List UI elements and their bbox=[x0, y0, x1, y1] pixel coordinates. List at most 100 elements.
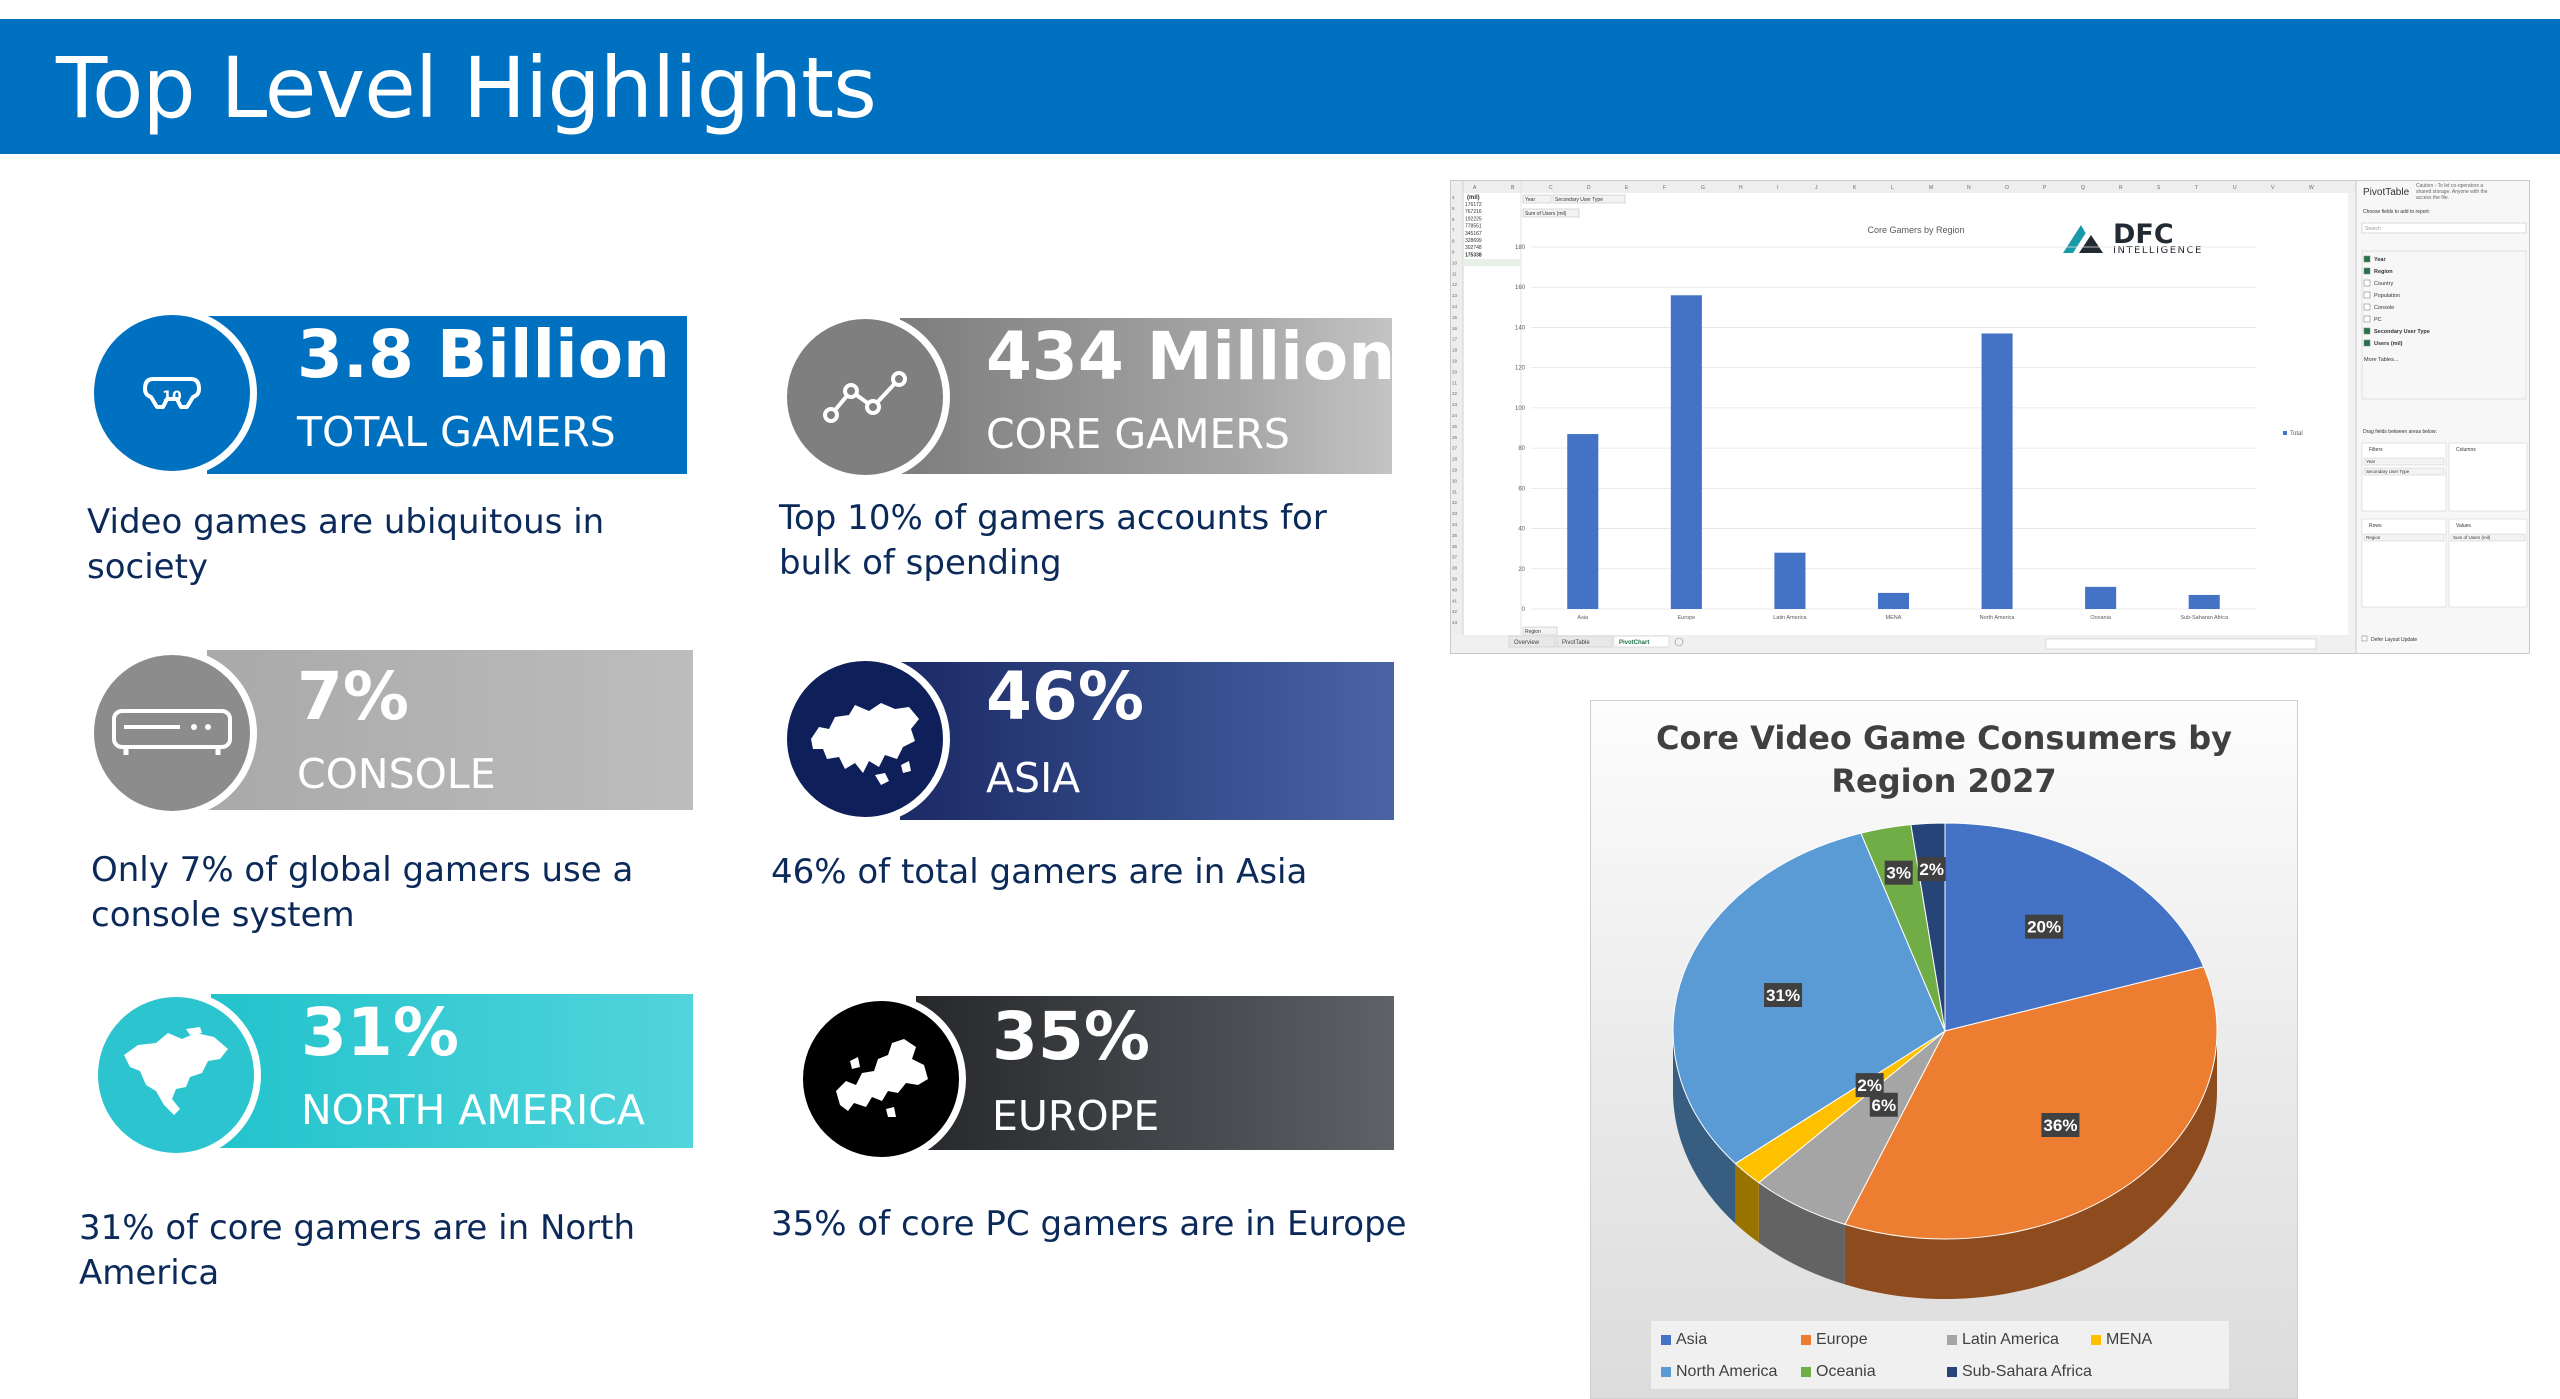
excel-row-number: 10 bbox=[1452, 260, 1458, 265]
svg-text:Filters: Filters bbox=[2369, 447, 2383, 453]
pivot-field-list: Year Region Country Population Console PC Seco… bbox=[2361, 250, 2527, 400]
pivot-field-checkbox[interactable] bbox=[2363, 315, 2371, 323]
excel-sheet-tab[interactable] bbox=[1613, 635, 1670, 648]
excel-cell[interactable]: 328699 bbox=[1465, 238, 1482, 244]
excel-sheet-tab[interactable] bbox=[1508, 635, 1556, 648]
excel-row-number: 15 bbox=[1452, 315, 1458, 320]
excel-row-number: 4 bbox=[1452, 195, 1455, 200]
svg-text:PivotTable: PivotTable bbox=[1562, 640, 1590, 646]
pivot-field-checkbox[interactable] bbox=[2363, 339, 2371, 347]
excel-row-number: 19 bbox=[1452, 359, 1458, 364]
excel-row-number: 29 bbox=[1452, 468, 1458, 473]
excel-column-letter: A bbox=[1473, 185, 1477, 191]
pivot-values-area[interactable] bbox=[2448, 518, 2528, 608]
excel-sum-button[interactable] bbox=[1522, 208, 1580, 218]
pivot-columns-area[interactable] bbox=[2448, 442, 2528, 512]
excel-sheet-tabs: Overview PivotTable PivotChart bbox=[1508, 635, 1684, 648]
svg-text:Overview: Overview bbox=[1514, 640, 1540, 646]
stat-label: ASIA bbox=[986, 754, 1081, 802]
page-title: Top Level Highlights bbox=[56, 39, 877, 137]
excel-filter-secondary-button[interactable] bbox=[1552, 194, 1626, 204]
pie-slice-north-america bbox=[1672, 832, 1946, 1165]
excel-x-tick-label: Sub-Saharan Africa bbox=[2180, 615, 2229, 621]
excel-row-number: 7 bbox=[1452, 228, 1455, 233]
excel-cell[interactable]: 192225 bbox=[1465, 216, 1482, 222]
excel-row-number: 28 bbox=[1452, 457, 1458, 462]
excel-column-letter: D bbox=[1587, 185, 1591, 191]
excel-cell[interactable]: 767216 bbox=[1465, 209, 1482, 215]
pivot-field-label: PC bbox=[2374, 317, 2382, 323]
excel-column-letter: U bbox=[2233, 185, 2237, 191]
excel-cell[interactable]: 175338 bbox=[1465, 252, 1482, 258]
pie-data-label-box bbox=[1764, 983, 1803, 1008]
excel-column-letter: K bbox=[1853, 185, 1857, 191]
excel-cell[interactable]: 176172 bbox=[1465, 202, 1482, 208]
excel-filter-year-button[interactable] bbox=[1522, 194, 1552, 204]
excel-bar bbox=[1567, 434, 1599, 609]
dfc-logo: DFC INTELLIGENCE bbox=[2063, 219, 2203, 256]
stat-core-gamers: 434 Million CORE GAMERS bbox=[780, 312, 1395, 482]
pivot-rows-area[interactable] bbox=[2361, 518, 2447, 608]
pivot-field-checkbox[interactable] bbox=[2363, 267, 2371, 275]
pivot-filters-area[interactable] bbox=[2361, 442, 2447, 512]
stat-icon-circle: 10 bbox=[87, 308, 257, 478]
excel-x-tick-label: Latin America bbox=[1773, 615, 1807, 621]
stat-icon-circle bbox=[87, 648, 257, 818]
pivot-field-checkbox[interactable] bbox=[2363, 291, 2371, 299]
add-sheet-icon[interactable] bbox=[1674, 637, 1684, 647]
pivot-field-label: Secondary User Type bbox=[2374, 329, 2430, 335]
pie-data-label-latam: 6% bbox=[1871, 1096, 1896, 1115]
excel-bar bbox=[1670, 295, 1702, 609]
excel-cell[interactable]: 302748 bbox=[1465, 245, 1482, 251]
pivot-field-checkbox[interactable] bbox=[2363, 327, 2371, 335]
legend-item-latin-america: Latin America bbox=[1947, 1331, 2059, 1349]
excel-column-letter: I bbox=[1777, 185, 1778, 191]
stat-label: NORTH AMERICA bbox=[301, 1086, 645, 1134]
excel-filter-secondary: Secondary User Type bbox=[1555, 197, 1603, 203]
stat-asia: 46% ASIA bbox=[780, 654, 1394, 824]
excel-column-letter: M bbox=[1929, 185, 1933, 191]
excel-column-letter: J bbox=[1815, 185, 1818, 191]
excel-column-letter: V bbox=[2271, 185, 2275, 191]
excel-horizontal-scrollbar[interactable] bbox=[2045, 638, 2317, 650]
excel-column-letter: G bbox=[1701, 185, 1705, 191]
excel-sheet-tab[interactable] bbox=[1556, 635, 1613, 648]
excel-column-letter: E bbox=[1625, 185, 1629, 191]
excel-cell[interactable]: 778551 bbox=[1465, 224, 1482, 230]
pie-data-label-oceania: 3% bbox=[1886, 864, 1911, 883]
pivot-more-tables-link[interactable]: More Tables... bbox=[2364, 357, 2399, 363]
excel-row-number: 36 bbox=[1452, 544, 1458, 549]
excel-row-number: 26 bbox=[1452, 435, 1458, 440]
excel-y-tick-label: 120 bbox=[1515, 366, 1526, 372]
pivot-search-input[interactable] bbox=[2361, 222, 2527, 234]
svg-text:Values: Values bbox=[2456, 523, 2471, 529]
stat-description: Only 7% of global gamers use a console s… bbox=[91, 850, 634, 935]
pivot-field-checkbox[interactable] bbox=[2363, 303, 2371, 311]
pie-data-label-box bbox=[2025, 914, 2064, 939]
svg-text:shared storage. Anyone with th: shared storage. Anyone with the bbox=[2416, 189, 2488, 195]
pivot-field-checkbox[interactable] bbox=[2363, 255, 2371, 263]
stat-label: TOTAL GAMERS bbox=[297, 408, 616, 456]
excel-bar bbox=[2085, 586, 2117, 609]
defer-layout-checkbox[interactable] bbox=[2361, 635, 2368, 642]
pivot-field-label: Country bbox=[2374, 281, 2394, 287]
excel-vertical-scrollbar[interactable] bbox=[2348, 193, 2356, 635]
pivot-field-checkbox[interactable] bbox=[2363, 279, 2371, 287]
excel-x-tick-label: MENA bbox=[1886, 615, 1902, 621]
excel-row-number: 42 bbox=[1452, 609, 1458, 614]
excel-row-number: 14 bbox=[1452, 304, 1458, 309]
excel-row-number: 24 bbox=[1452, 413, 1458, 418]
stat-band bbox=[211, 994, 693, 1148]
excel-row-number: 18 bbox=[1452, 348, 1458, 353]
svg-text:Columns: Columns bbox=[2456, 447, 2476, 453]
pie-slice-side-europe bbox=[1844, 1031, 2217, 1299]
excel-x-tick-label: Europe bbox=[1677, 615, 1695, 621]
excel-row-number: 32 bbox=[1452, 500, 1458, 505]
dfc-logo-subtext: INTELLIGENCE bbox=[2113, 245, 2203, 256]
excel-row-number: 33 bbox=[1452, 511, 1458, 516]
stat-total-gamers: 10 3.8 Billion TOTAL GAMERS bbox=[87, 308, 687, 478]
svg-text:Caution - To let co-operators: Caution - To let co-operators a bbox=[2416, 183, 2483, 189]
north-america-map-icon bbox=[124, 1027, 228, 1115]
excel-cell[interactable]: 345167 bbox=[1465, 231, 1482, 237]
pie-slice-europe bbox=[1844, 966, 2218, 1240]
